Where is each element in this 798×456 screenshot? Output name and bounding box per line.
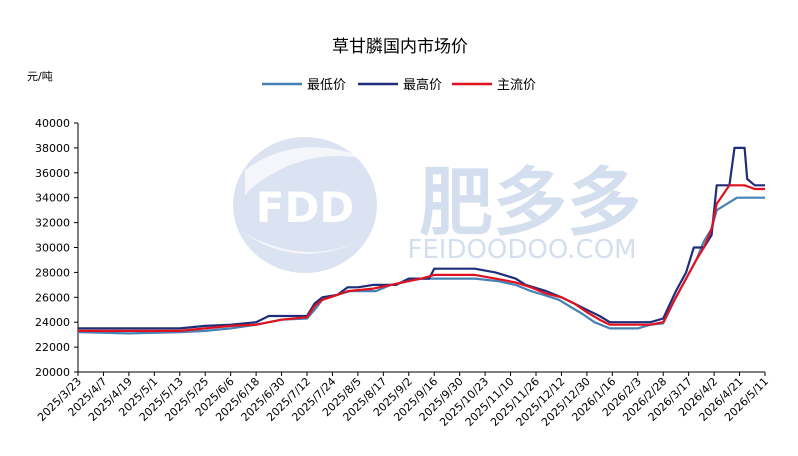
legend: 最低价 最高价 主流价: [262, 77, 536, 93]
series-line-2: [78, 184, 765, 332]
y-unit-label: 元/吨: [27, 70, 53, 83]
y-tick-label: 34000: [35, 192, 70, 205]
y-tick-label: 40000: [35, 117, 70, 130]
y-tick-label: 36000: [35, 167, 70, 180]
series-layer: [77, 146, 765, 335]
y-tick-label: 24000: [35, 316, 70, 329]
y-tick-label: 22000: [35, 341, 70, 354]
watermark-brand-cn: 肥多多: [419, 160, 641, 246]
y-tick-label: 26000: [35, 291, 70, 304]
legend-label-2: 主流价: [497, 78, 536, 93]
y-tick-label: 30000: [35, 242, 70, 255]
chart-title: 草甘膦国内市场价: [332, 37, 468, 57]
series-line-1: [78, 146, 765, 330]
watermark: FDD 肥多多 FEIDOODOO.COM: [233, 137, 641, 273]
watermark-brand-url: FEIDOODOO.COM: [407, 235, 636, 265]
y-tick-label: 28000: [35, 266, 70, 279]
axes: 20000 22000 24000 26000 28000 30000 32000 34000…: [35, 117, 771, 429]
y-tick-label: 38000: [35, 142, 70, 155]
y-tick-label: 20000: [35, 366, 70, 379]
watermark-logo: FDD: [233, 137, 377, 273]
legend-label-1: 最高价: [403, 77, 442, 93]
watermark-logo-text: FDD: [256, 183, 354, 232]
y-tick-label: 32000: [35, 217, 70, 230]
legend-label-0: 最低价: [307, 78, 346, 93]
